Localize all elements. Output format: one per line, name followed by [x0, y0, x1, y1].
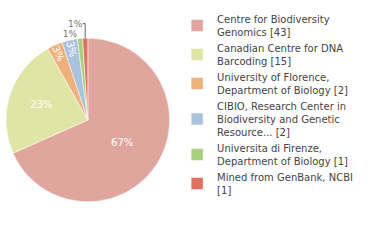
svg-text:67%: 67%: [111, 137, 133, 148]
svg-text:1%: 1%: [63, 29, 78, 39]
svg-text:Mined from GenBank, NCBI[1]: Mined from GenBank, NCBI[1]: [217, 172, 353, 196]
svg-text:1%: 1%: [68, 19, 83, 29]
svg-text:Centre for BiodiversityGenomic: Centre for BiodiversityGenomics [43]: [217, 14, 330, 38]
svg-text:University of Florence,Departm: University of Florence,Department of Bio…: [217, 72, 348, 96]
svg-text:Universita di Firenze,Departme: Universita di Firenze,Department of Biol…: [217, 143, 348, 167]
svg-text:Canadian Centre for DNABarcodi: Canadian Centre for DNABarcoding [15]: [217, 43, 343, 67]
svg-text:3%: 3%: [50, 44, 66, 63]
svg-text:23%: 23%: [30, 99, 52, 110]
svg-text:CIBIO, Research Center inBiodi: CIBIO, Research Center inBiodiversity an…: [217, 101, 346, 138]
svg-text:3%: 3%: [65, 40, 79, 58]
